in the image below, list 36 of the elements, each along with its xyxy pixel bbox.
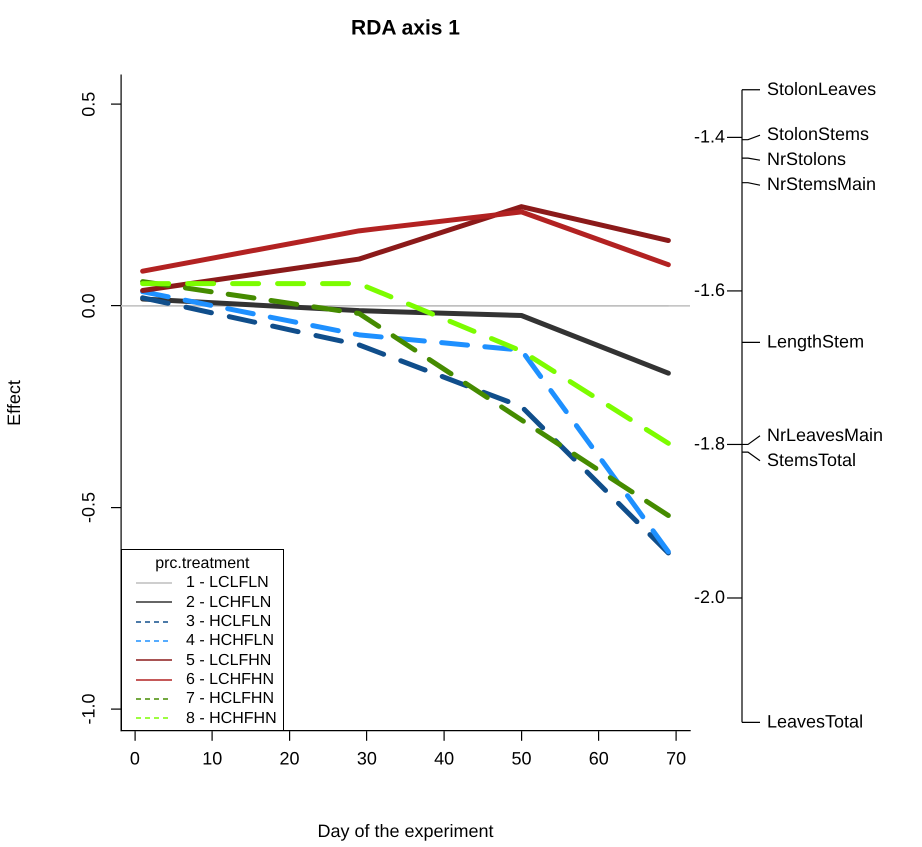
x-tick-label: 30 (356, 748, 377, 769)
chart-title: RDA axis 1 (351, 16, 460, 40)
ref-line-label: StemsTotal (767, 450, 856, 470)
y-tick-label: -1.0 (78, 694, 98, 725)
ref-line-label: StolonLeaves (767, 78, 876, 99)
ref-line-label: NrStolons (767, 149, 846, 170)
legend-label: 2 - LCHFLN (186, 592, 272, 612)
legend-label: 7 - HCLFHN (186, 689, 274, 709)
legend-label: 6 - LCHFHN (186, 670, 274, 690)
y-tick-label: -0.5 (78, 492, 98, 523)
ref-line-label: NrStemsMain (767, 174, 876, 194)
y2-tick-label: -1.8 (694, 433, 726, 454)
ref-line-label: LeavesTotal (767, 711, 864, 732)
x-tick-label: 70 (666, 748, 686, 769)
y2-tick-label: -2.0 (694, 586, 726, 607)
y2-tick-label: -1.6 (694, 280, 726, 300)
legend-title: prc.treatment (154, 554, 250, 574)
y-tick-label: 0.0 (78, 293, 98, 318)
y-axis-title: Effect (4, 380, 24, 426)
y-tick-label: 0.5 (78, 92, 98, 117)
ref-line-label: LengthStem (767, 331, 864, 352)
x-tick-label: 10 (202, 748, 222, 769)
x-tick-label: 20 (280, 748, 300, 769)
x-tick-label: 60 (588, 748, 609, 769)
y2-tick-label: -1.4 (694, 126, 726, 146)
legend-label: 1 - LCLFLN (186, 573, 269, 593)
legend-label: 5 - LCLFHN (186, 650, 272, 670)
x-axis-title: Day of the experiment (317, 821, 494, 842)
x-tick-label: 50 (511, 748, 532, 769)
ref-line-label: StolonStems (767, 124, 870, 144)
x-tick-label: 0 (130, 748, 140, 769)
legend-label: 3 - HCLFLN (186, 612, 272, 632)
legend-label: 4 - HCHFLN (186, 631, 274, 651)
ref-line-label: NrLeavesMain (767, 424, 884, 445)
x-tick-label: 40 (434, 748, 454, 769)
legend-label: 8 - HCHFHN (186, 708, 277, 728)
